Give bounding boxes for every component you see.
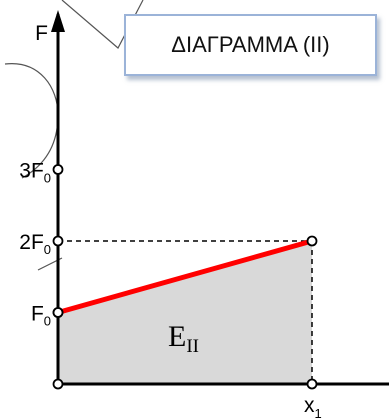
y-axis-arrow-icon — [51, 10, 65, 32]
point-marker — [306, 378, 318, 390]
y-tick-label: 2F0 — [19, 231, 51, 257]
point-marker — [52, 164, 64, 175]
y-tick-label: F0 — [31, 303, 51, 329]
series-line — [55, 238, 315, 315]
point-marker — [52, 307, 64, 318]
point-marker — [52, 378, 64, 390]
watermark-arrow-shape — [4, 0, 144, 271]
x-tick-label: x1 — [304, 394, 322, 418]
point-marker — [52, 235, 64, 247]
y-axis-label: F — [35, 22, 48, 45]
chart-title-box: ΔΙΑΓΡΑΜΜΑ (ΙΙ) — [124, 14, 377, 76]
area-label: EII — [168, 320, 199, 357]
y-tick-label: 3F0 — [19, 160, 51, 186]
chart-title: ΔΙΑΓΡΑΜΜΑ (ΙΙ) — [171, 32, 330, 57]
point-marker — [306, 235, 318, 247]
shaded-area — [58, 241, 312, 384]
